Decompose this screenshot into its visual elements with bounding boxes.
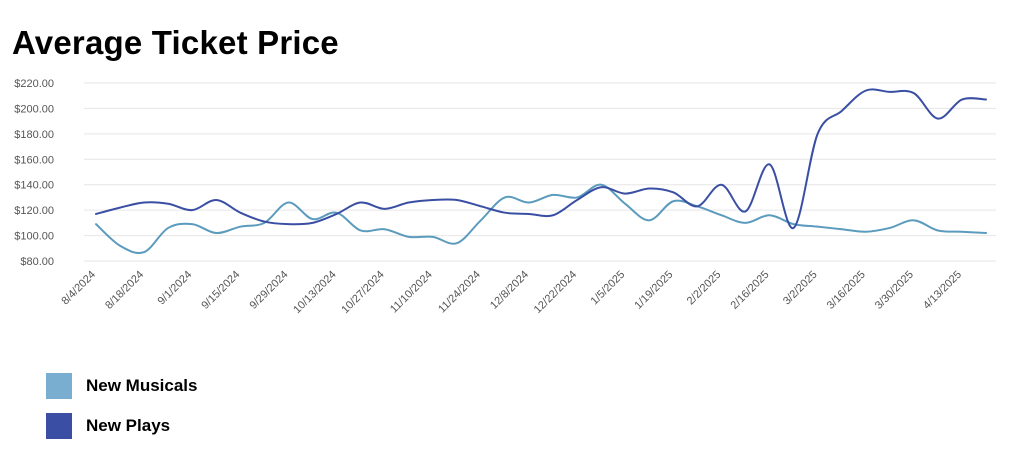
x-tick-label: 12/8/2024 xyxy=(488,269,531,312)
x-tick-label: 1/5/2025 xyxy=(589,269,628,308)
legend: New Musicals New Plays xyxy=(46,368,198,448)
x-axis-ticks: 8/4/2024 8/18/2024 9/1/2024 9/15/2024 9/29/2… xyxy=(59,269,964,316)
x-tick-label: 12/22/2024 xyxy=(532,269,579,316)
legend-item-new-musicals[interactable]: New Musicals xyxy=(46,368,198,404)
x-tick-label: 3/30/2025 xyxy=(873,269,916,312)
x-tick-label: 11/10/2024 xyxy=(388,269,435,316)
legend-swatch-new-musicals xyxy=(46,373,72,399)
series-lines xyxy=(95,88,987,255)
x-tick-label: 10/13/2024 xyxy=(291,269,338,316)
x-tick-label: 8/4/2024 xyxy=(59,269,98,308)
y-tick-label: $200.00 xyxy=(14,103,54,115)
y-tick-label: $140.00 xyxy=(14,180,54,192)
x-tick-label: 9/15/2024 xyxy=(199,269,242,312)
chart-area: $80.00 $100.00 $120.00 $140.00 $160.00 $180.0… xyxy=(0,68,1024,348)
y-tick-label: $160.00 xyxy=(14,154,54,166)
legend-label: New Plays xyxy=(86,416,171,435)
y-axis-ticks: $80.00 $100.00 $120.00 $140.00 $160.00 $180.0… xyxy=(14,78,54,268)
chart-title: Average Ticket Price xyxy=(12,24,339,61)
series-line-new-musicals xyxy=(95,183,987,255)
x-tick-label: 9/1/2024 xyxy=(156,269,195,308)
gridlines xyxy=(84,82,996,262)
y-tick-label: $80.00 xyxy=(20,256,54,268)
y-tick-label: $180.00 xyxy=(14,129,54,141)
x-tick-label: 1/19/2025 xyxy=(632,269,675,312)
x-tick-label: 2/16/2025 xyxy=(729,269,772,312)
x-tick-label: 3/16/2025 xyxy=(825,269,868,312)
x-tick-label: 9/29/2024 xyxy=(247,269,290,312)
legend-label: New Musicals xyxy=(86,376,198,395)
x-tick-label: 2/2/2025 xyxy=(685,269,724,308)
x-tick-label: 11/24/2024 xyxy=(436,269,483,316)
x-tick-label: 3/2/2025 xyxy=(781,269,820,308)
legend-item-new-plays[interactable]: New Plays xyxy=(46,408,198,444)
x-tick-label: 8/18/2024 xyxy=(103,269,146,312)
x-tick-label: 4/13/2025 xyxy=(921,269,964,312)
series-line-new-plays xyxy=(95,88,987,229)
x-tick-label: 10/27/2024 xyxy=(339,269,386,316)
y-tick-label: $100.00 xyxy=(14,231,54,243)
line-chart: $80.00 $100.00 $120.00 $140.00 $160.00 $180.0… xyxy=(14,78,996,316)
y-tick-label: $120.00 xyxy=(14,205,54,217)
legend-swatch-new-plays xyxy=(46,413,72,439)
y-tick-label: $220.00 xyxy=(14,78,54,90)
